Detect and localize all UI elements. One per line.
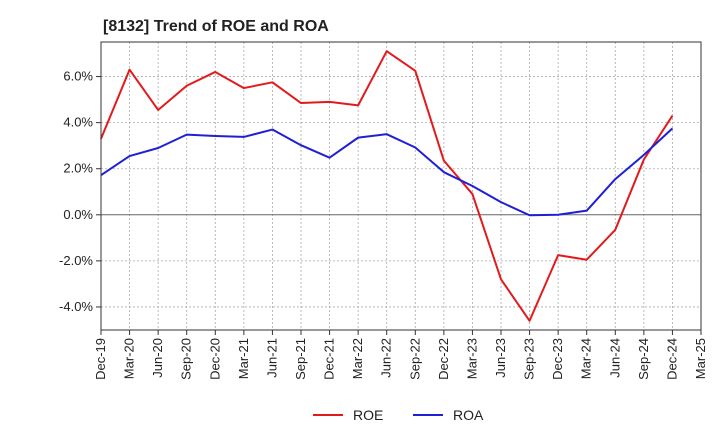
- x-tick-label: Jun-23: [493, 338, 508, 378]
- x-tick-label: Mar-23: [464, 338, 479, 379]
- x-tick-label: Mar-20: [122, 338, 137, 379]
- x-tick-label: Mar-25: [693, 338, 708, 379]
- grid: [100, 42, 702, 330]
- chart-title: [8132] Trend of ROE and ROA: [103, 18, 329, 35]
- x-tick-label: Jun-22: [379, 338, 394, 378]
- x-tick-label: Mar-24: [579, 338, 594, 379]
- x-tick-label: Sep-20: [179, 338, 194, 380]
- series-line-roa: [100, 127, 674, 217]
- x-tick-label: Dec-20: [207, 338, 222, 380]
- y-tick-label: 6.0%: [63, 69, 93, 84]
- x-tick-label: Jun-24: [607, 338, 622, 378]
- y-tick-label: 0.0%: [63, 207, 93, 222]
- x-tick-label: Sep-22: [407, 338, 422, 380]
- x-axis-ticks: Dec-19 Mar-20 Jun-20 Sep-20 Dec-20 Mar-21 Jun-…: [93, 330, 708, 380]
- x-tick-label: Mar-21: [236, 338, 251, 379]
- x-tick-label: Dec-21: [322, 338, 337, 380]
- x-tick-label: Sep-24: [636, 338, 651, 380]
- x-tick-label: Jun-20: [150, 338, 165, 378]
- y-tick-label: -2.0%: [59, 253, 93, 268]
- x-tick-label: Dec-22: [436, 338, 451, 380]
- legend: ROE ROA: [313, 407, 484, 423]
- y-tick-label: 4.0%: [63, 115, 93, 130]
- x-tick-label: Dec-23: [550, 338, 565, 380]
- y-axis-ticks: -4.0% -2.0% 0.0% 2.0% 4.0% 6.0%: [59, 69, 101, 314]
- x-tick-label: Sep-21: [293, 338, 308, 380]
- series-line-roe: [100, 50, 674, 322]
- legend-label-roa: ROA: [453, 407, 484, 423]
- legend-label-roe: ROE: [353, 407, 383, 423]
- y-tick-label: 2.0%: [63, 161, 93, 176]
- plot-area-frame: [100, 41, 702, 331]
- series-lines: [100, 50, 674, 322]
- x-tick-label: Jun-21: [264, 338, 279, 378]
- y-tick-label: -4.0%: [59, 299, 93, 314]
- x-tick-label: Mar-22: [350, 338, 365, 379]
- x-tick-label: Dec-19: [93, 338, 108, 380]
- x-tick-label: Sep-23: [522, 338, 537, 380]
- x-tick-label: Dec-24: [664, 338, 679, 380]
